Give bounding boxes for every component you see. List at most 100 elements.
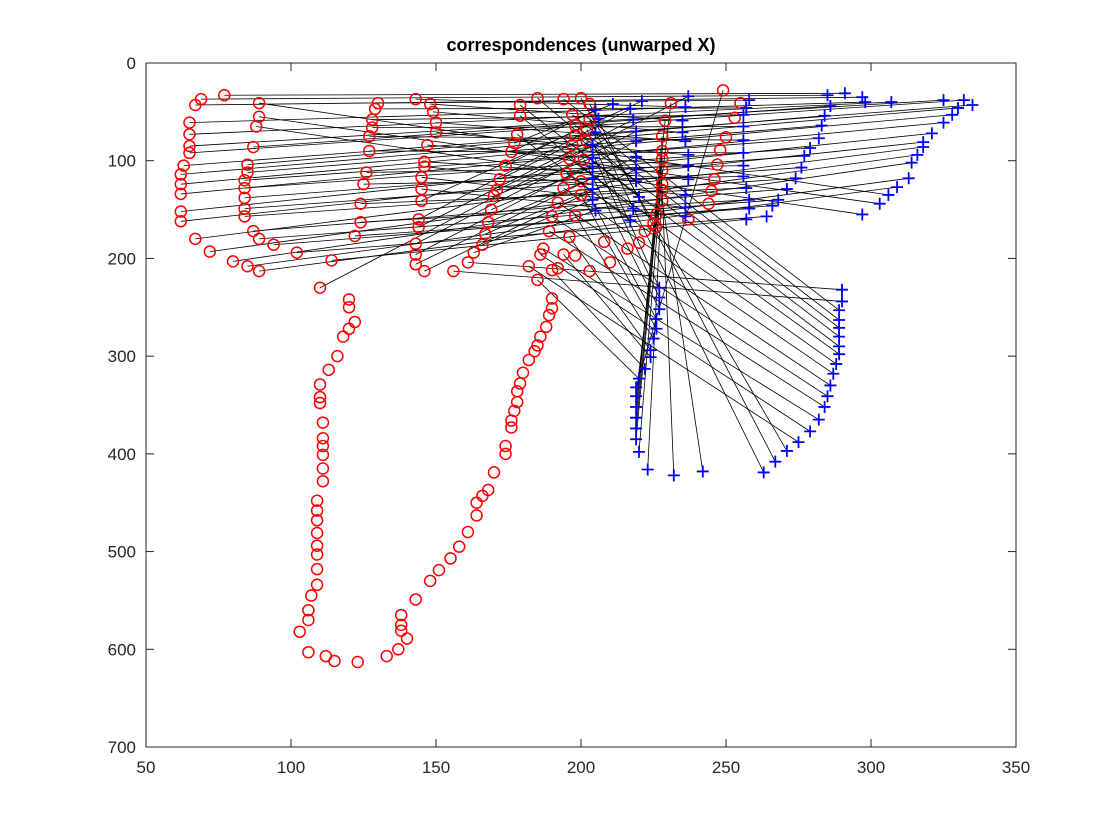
correspondence-line xyxy=(259,116,880,205)
red-circle-point xyxy=(325,254,338,267)
red-circle-point xyxy=(545,292,559,305)
blue-plus-point xyxy=(679,210,692,223)
correspondence-line xyxy=(488,177,593,223)
blue-plus-point xyxy=(679,100,692,113)
red-circle-point xyxy=(632,236,646,250)
blue-plus-point xyxy=(589,204,602,217)
red-circle-point xyxy=(310,504,324,517)
red-circle-point xyxy=(542,224,556,238)
correspondence-line xyxy=(580,194,657,329)
red-circle-point xyxy=(510,395,524,409)
red-circle-point xyxy=(577,153,591,166)
blue-plus-point xyxy=(821,390,834,403)
red-circle-point xyxy=(310,578,324,592)
blue-plus-point xyxy=(696,465,709,478)
blue-plus-point xyxy=(937,94,950,107)
blue-plus-point xyxy=(821,89,834,102)
red-circle-point xyxy=(423,574,437,588)
correspondence-line xyxy=(551,269,646,370)
red-circle-point xyxy=(392,643,405,656)
red-circle-point xyxy=(568,209,582,222)
red-circle-point xyxy=(534,330,547,343)
correspondence-line xyxy=(580,97,788,452)
red-circle-point xyxy=(313,390,327,404)
blue-plus-point xyxy=(925,127,938,140)
blue-plus-point xyxy=(818,400,831,413)
red-circle-point xyxy=(563,230,576,244)
red-circle-point xyxy=(542,308,556,322)
red-circle-point xyxy=(499,439,512,453)
red-circle-point xyxy=(650,220,663,234)
blue-plus-point xyxy=(885,96,898,109)
red-circle-point xyxy=(647,217,660,230)
blue-plus-point xyxy=(679,188,692,201)
red-circle-point xyxy=(583,264,596,278)
blue-plus-point xyxy=(795,161,808,174)
correspondence-line xyxy=(528,265,799,443)
red-circle-point xyxy=(252,264,266,278)
red-circle-point xyxy=(557,92,570,106)
blue-plus-point xyxy=(769,455,782,468)
red-circle-point xyxy=(566,138,579,152)
red-circle-point xyxy=(560,167,573,180)
correspondence-line xyxy=(189,101,866,124)
red-circle-point xyxy=(310,526,324,540)
y-tick-label: 500 xyxy=(108,543,136,562)
blue-plus-point xyxy=(586,172,599,185)
blue-plus-point xyxy=(891,181,904,194)
blue-plus-point xyxy=(804,425,817,438)
red-circle-point xyxy=(310,562,324,576)
red-circle-point xyxy=(487,466,501,479)
correspondence-line xyxy=(583,159,660,310)
red-circle-point xyxy=(342,293,356,306)
red-circle-point xyxy=(481,216,495,229)
blue-plus-point xyxy=(676,114,689,127)
red-circle-point xyxy=(342,301,356,314)
correspondence-line xyxy=(537,279,640,379)
correspondence-line xyxy=(557,202,831,386)
correspondence-line xyxy=(661,200,704,472)
blue-plus-point xyxy=(740,213,753,226)
blue-plus-point xyxy=(859,96,872,109)
red-circle-point xyxy=(574,91,588,105)
blue-plus-point xyxy=(766,199,779,212)
red-circle-point xyxy=(429,116,443,129)
correspondence-line xyxy=(183,104,973,166)
blue-plus-point xyxy=(630,390,643,403)
blue-plus-point xyxy=(630,150,643,163)
blue-plus-point xyxy=(792,436,805,449)
correspondence-line xyxy=(586,141,660,298)
red-circle-point xyxy=(528,345,541,358)
blue-plus-point xyxy=(586,183,599,196)
red-circle-point xyxy=(513,109,527,123)
correspondence-line xyxy=(572,114,840,321)
red-circle-point xyxy=(621,242,634,255)
blue-plus-point xyxy=(586,160,599,173)
blue-plus-point xyxy=(740,101,753,114)
red-circle-point xyxy=(183,139,196,153)
red-circle-point xyxy=(189,98,202,112)
blue-plus-point xyxy=(824,99,837,112)
blue-plus-point xyxy=(737,108,750,121)
red-circle-point xyxy=(267,238,280,251)
red-circle-point xyxy=(470,509,483,522)
red-circle-point xyxy=(409,248,422,261)
blue-plus-point xyxy=(873,197,886,210)
red-circle-point xyxy=(241,166,254,179)
blue-plus-point xyxy=(589,126,602,139)
blue-plus-point xyxy=(650,322,663,335)
red-circle-point xyxy=(545,210,559,223)
red-circle-point xyxy=(218,88,231,102)
red-circle-point xyxy=(174,168,188,181)
blue-plus-point xyxy=(635,95,648,108)
red-circle-point xyxy=(310,494,324,508)
red-circle-point xyxy=(461,256,475,269)
blue-plus-point xyxy=(911,148,924,161)
blue-plus-point xyxy=(630,163,643,176)
blue-plus-point xyxy=(586,193,599,206)
correspondence-line xyxy=(360,187,747,205)
blue-plus-point xyxy=(653,303,666,316)
blue-plus-point xyxy=(592,112,605,125)
red-circle-point xyxy=(412,220,425,234)
red-circle-point xyxy=(655,130,669,143)
